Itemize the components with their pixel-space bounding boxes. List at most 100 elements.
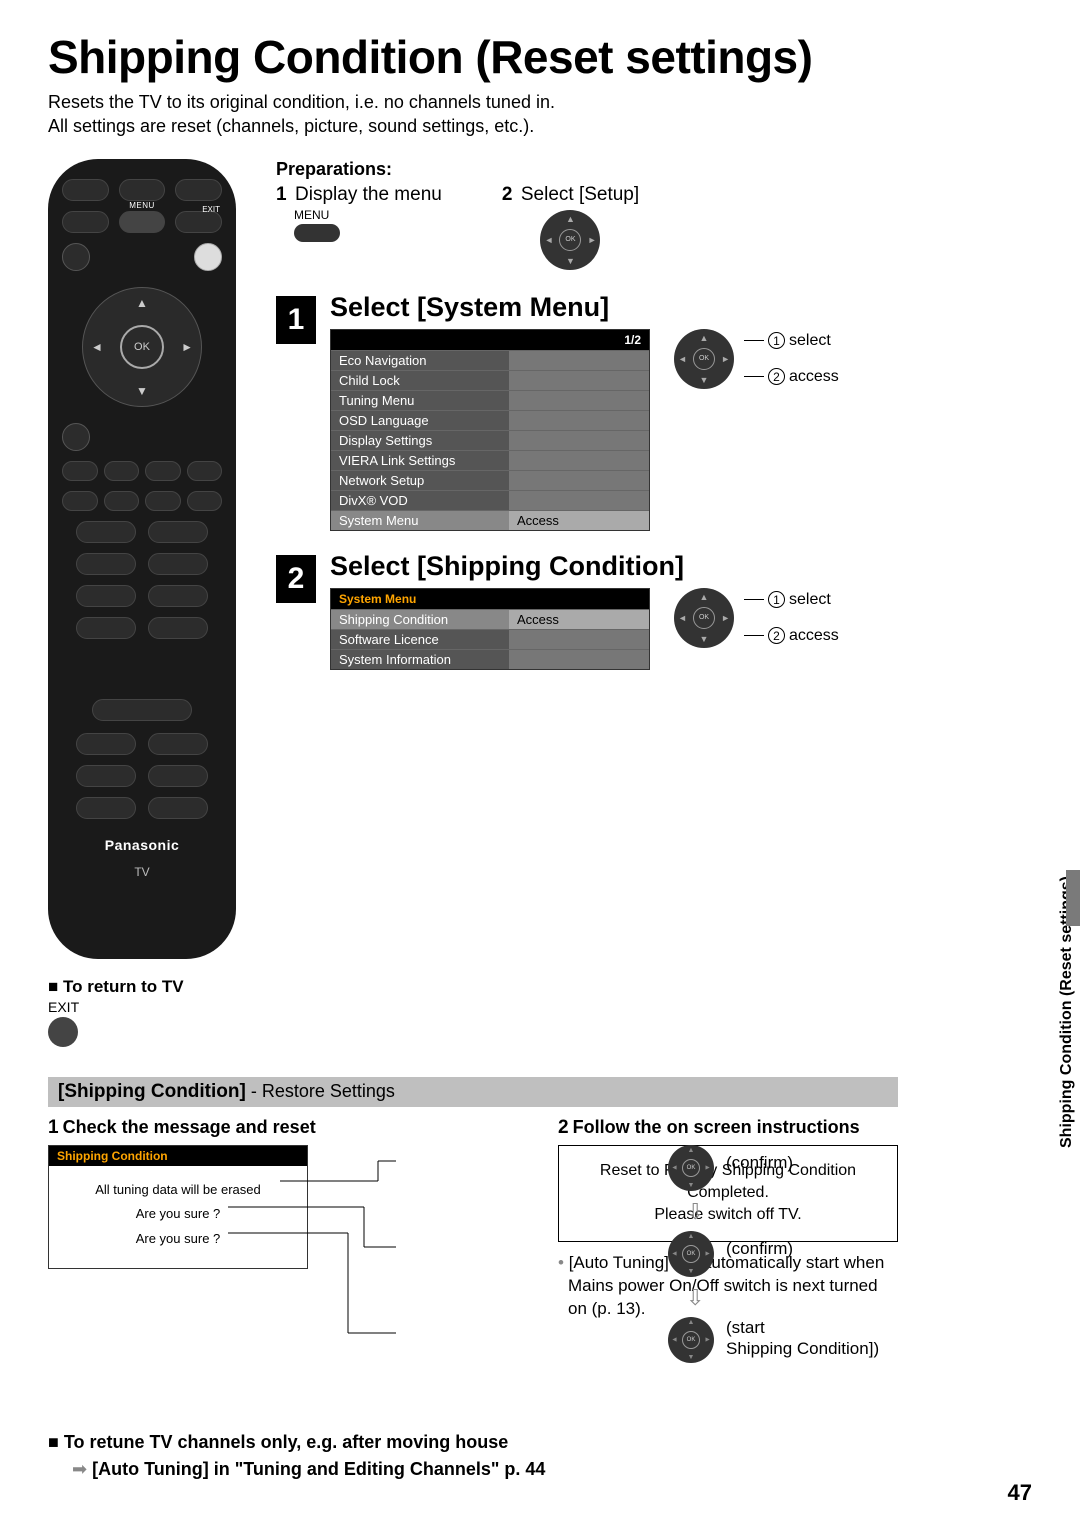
remote-row (62, 733, 222, 755)
step-heading: Follow the on screen instructions (573, 1117, 860, 1137)
arrow-up-icon: ▲ (700, 592, 709, 602)
step-number: 2 (276, 555, 316, 603)
remote-button (62, 423, 90, 451)
remote-button (148, 617, 208, 639)
osd-header: 1/2 (331, 330, 649, 350)
intro-line-1: Resets the TV to its original condition,… (48, 92, 555, 112)
section-bar-rest: - Restore Settings (246, 1081, 395, 1101)
ok-icon: OK (693, 348, 715, 370)
remote-button (148, 521, 208, 543)
osd-cell-label: Child Lock (331, 371, 509, 390)
osd-header: System Menu (331, 589, 649, 609)
dpad-mini-icon: ▲ ▼ ◄ ► OK (540, 210, 600, 270)
arrow-down-icon: ▼ (700, 634, 709, 644)
retune-line-1: To retune TV channels only, e.g. after m… (48, 1429, 1032, 1456)
dpad-tiny-icon: ▲▼◄► OK (668, 1317, 714, 1363)
prep-number: 1 (276, 184, 287, 205)
dialog-line-2: Are you sure ? (59, 1202, 297, 1227)
remote-button (148, 765, 208, 787)
osd-cell-label: System Information (331, 650, 509, 669)
step-1-title: Select [System Menu] (330, 292, 1032, 323)
ok-button: OK (120, 325, 164, 369)
ok-icon: OK (559, 229, 581, 251)
arrow-up-icon: ▲ (566, 214, 575, 224)
start-line-1: (start (726, 1318, 765, 1337)
intro-line-2: All settings are reset (channels, pictur… (48, 116, 534, 136)
remote-button (119, 179, 166, 201)
section-bar-shipping-condition: [Shipping Condition] - Restore Settings (48, 1077, 898, 1107)
osd-cell-value (509, 351, 649, 370)
remote-button (76, 553, 136, 575)
osd-cell-value (509, 431, 649, 450)
remote-button (62, 179, 109, 201)
intro-text: Resets the TV to its original condition,… (48, 90, 1032, 139)
retune-line-2: [Auto Tuning] in "Tuning and Editing Cha… (48, 1456, 1032, 1483)
remote-button (76, 797, 136, 819)
osd-menu-system: System Menu Shipping ConditionAccessSoft… (330, 588, 650, 670)
bottom-right-heading: 2Follow the on screen instructions (558, 1117, 898, 1139)
dpad-label-select: select (789, 591, 831, 609)
remote-button (187, 491, 223, 511)
arrow-up-icon: ▲ (136, 296, 148, 310)
dpad-labels: 1select 2access (744, 332, 839, 386)
exit-text: EXIT (48, 999, 248, 1015)
remote-button (187, 461, 223, 481)
remote-row (62, 617, 222, 639)
prep-item-2: 2 Select [Setup] ▲ ▼ ◄ ► OK (502, 184, 639, 270)
remote-button (62, 211, 109, 233)
remote-row-top (62, 179, 222, 201)
remote-column: MENU EXIT ▲ ▼ ◄ ► OK (48, 159, 248, 1047)
dialog-header: Shipping Condition (49, 1146, 307, 1166)
return-to-tv: To return to TV EXIT (48, 977, 248, 1047)
remote-button (148, 585, 208, 607)
remote-row (62, 553, 222, 575)
remote-row (62, 491, 222, 511)
brand-sublabel: TV (62, 865, 222, 879)
ok-icon: OK (682, 1159, 700, 1177)
arrow-right-icon: ► (181, 340, 193, 354)
osd-cell-label: VIERA Link Settings (331, 451, 509, 470)
bottom-columns: 1Check the message and reset Shipping Co… (48, 1117, 898, 1389)
remote-button (148, 733, 208, 755)
ok-icon: OK (693, 607, 715, 629)
remote-button (62, 461, 98, 481)
osd-cell-label: Network Setup (331, 471, 509, 490)
osd-cell-value (509, 371, 649, 390)
remote-dpad-wrap: ▲ ▼ ◄ ► OK (62, 287, 222, 407)
remote-button (92, 699, 192, 721)
down-arrow-icon: ⇩ (686, 1285, 704, 1311)
osd-cell-label: Software Licence (331, 630, 509, 649)
dpad-mini-icon: ▲ ▼ ◄ ► OK (674, 588, 734, 648)
osd-cell-label: OSD Language (331, 411, 509, 430)
remote-button (76, 765, 136, 787)
preparations-row: 1 Display the menu MENU 2 Select [Setup]… (276, 184, 1032, 270)
osd-row: Network Setup (331, 470, 649, 490)
ok-icon: OK (682, 1245, 700, 1263)
osd-cell-label: Tuning Menu (331, 391, 509, 410)
prep-number: 2 (502, 184, 513, 205)
osd-row: Child Lock (331, 370, 649, 390)
arrow-right-icon: ► (721, 613, 730, 623)
dpad-mini-icon: ▲ ▼ ◄ ► OK (674, 329, 734, 389)
osd-row: Software Licence (331, 629, 649, 649)
osd-cell-label: Display Settings (331, 431, 509, 450)
prep-text: Display the menu (295, 184, 442, 205)
osd-cell-label: Shipping Condition (331, 610, 509, 629)
side-tab-bar (1066, 870, 1080, 926)
return-to-tv-heading: To return to TV (48, 977, 248, 997)
remote-row (62, 765, 222, 787)
page-number: 47 (1008, 1480, 1032, 1506)
remote-control: MENU EXIT ▲ ▼ ◄ ► OK (48, 159, 236, 959)
prep-item-1: 1 Display the menu MENU (276, 184, 442, 242)
dialog-line-1: All tuning data will be erased (59, 1178, 297, 1203)
remote-row (62, 461, 222, 481)
confirm-label: (confirm) (726, 1153, 793, 1173)
arrow-left-icon: ◄ (678, 354, 687, 364)
remote-row (62, 423, 222, 451)
arrow-up-icon: ▲ (700, 333, 709, 343)
osd-cell-value (509, 391, 649, 410)
remote-button (76, 617, 136, 639)
step-heading: Check the message and reset (63, 1117, 316, 1137)
osd-header-text: System Menu (339, 592, 416, 606)
arrow-down-icon: ▼ (700, 375, 709, 385)
